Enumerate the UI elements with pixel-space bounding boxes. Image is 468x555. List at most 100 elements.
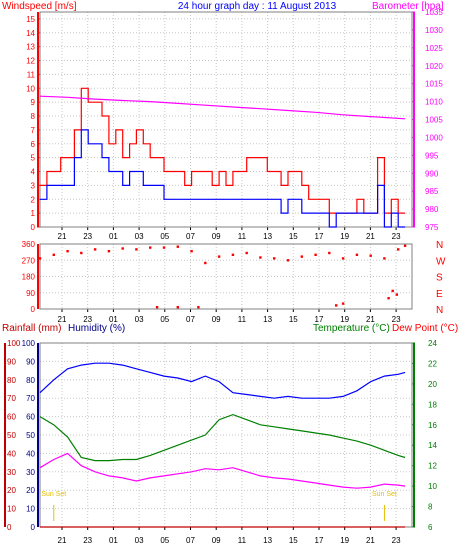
baro-ytick-label: 975: [425, 223, 439, 232]
climate-xtick-label: 21: [58, 536, 67, 545]
rainfall-label: Rainfall (mm): [2, 323, 61, 334]
direction-point: [328, 251, 331, 255]
dir-ytick-label: 360: [22, 240, 36, 249]
wind-ytick-label: 13: [26, 43, 35, 52]
climate-xtick-label: 05: [160, 536, 169, 545]
wind-ytick-label: 6: [31, 140, 36, 149]
climate-xtick-label: 21: [366, 536, 375, 545]
direction-point: [286, 259, 290, 262]
baro-ytick-label: 995: [425, 151, 439, 160]
barometer-line: [39, 95, 406, 120]
dir-ytick-label: 90: [26, 289, 35, 298]
climate-xtick-label: 23: [83, 536, 92, 545]
sunset-label: Sun Set: [372, 491, 397, 498]
direction-point: [231, 253, 235, 256]
wind-xtick-label: 21: [58, 232, 67, 241]
wind-ytick-label: 5: [31, 154, 36, 163]
direction-point: [176, 245, 179, 248]
sunset-label: Sun Set: [41, 491, 66, 498]
direction-point: [273, 257, 276, 260]
direction-point: [314, 253, 317, 256]
dir-ytick-label: 270: [22, 256, 36, 265]
rain-ytick-label: 70: [7, 394, 16, 403]
windspeed-title: Windspeed [m/s]: [2, 1, 77, 12]
dir-compass-label: N: [436, 305, 443, 316]
climate-xtick-label: 01: [109, 536, 118, 545]
baro-ytick-label: 1035: [425, 8, 443, 17]
wind-ytick-label: 0: [31, 223, 36, 232]
wind-xtick-label: 19: [340, 232, 349, 241]
baro-ytick-label: 1030: [425, 26, 443, 35]
wind-xtick-label: 23: [83, 232, 92, 241]
direction-point: [369, 254, 372, 257]
direction-point: [38, 257, 42, 260]
dir-frame: [39, 243, 413, 310]
climate-xtick-label: 19: [340, 536, 349, 545]
climate-xtick-label: 15: [289, 536, 298, 545]
baro-ytick-label: 1010: [425, 98, 443, 107]
direction-point: [176, 306, 179, 309]
dir-xtick-label: 21: [366, 315, 375, 324]
wind-ytick-label: 7: [31, 126, 36, 135]
direction-point: [121, 247, 124, 250]
wind-xtick-label: 01: [109, 232, 118, 241]
dir-ytick-label: 180: [22, 273, 36, 282]
climate-xtick-label: 11: [238, 536, 247, 545]
direction-point: [93, 248, 97, 251]
baro-ytick-label: 1025: [425, 44, 443, 53]
wind-ytick-label: 2: [31, 195, 36, 204]
rain-ytick-label: 0: [7, 523, 12, 532]
wind-xtick-label: 13: [263, 232, 272, 241]
dir-xtick-label: 19: [340, 315, 349, 324]
direction-point: [383, 257, 386, 260]
direction-point: [335, 304, 338, 307]
humidity-ytick-label: 20: [26, 486, 35, 495]
rain-ytick-label: 90: [7, 357, 16, 366]
humidity-ytick-label: 90: [26, 357, 35, 366]
climate-xtick-label: 23: [392, 536, 401, 545]
wind-xtick-label: 09: [212, 232, 221, 241]
dir-ytick-label: 0: [31, 305, 36, 314]
direction-point: [341, 302, 345, 305]
dir-xtick-label: 15: [289, 315, 298, 324]
barometer-title: Barometer [hpa]: [372, 1, 444, 12]
wind-series-red: [40, 87, 406, 214]
dir-xtick-label: 09: [212, 315, 221, 324]
wind-xtick-label: 03: [135, 232, 144, 241]
direction-point: [391, 289, 394, 293]
baro-ytick-label: 1015: [425, 80, 443, 89]
wind-series-blue: [40, 129, 406, 228]
climate-xtick-label: 09: [212, 536, 221, 545]
wind-xtick-label: 11: [238, 232, 247, 241]
humidity-ytick-label: 60: [26, 413, 35, 422]
temp-ytick-label: 24: [428, 339, 437, 348]
dir-compass-label: N: [436, 240, 443, 251]
climate-xtick-label: 07: [186, 536, 195, 545]
humidity-ytick-label: 50: [26, 431, 35, 440]
baro-ytick-label: 980: [425, 205, 439, 214]
rain-ytick-label: 60: [7, 413, 16, 422]
dir-xtick-label: 23: [83, 315, 92, 324]
direction-point: [259, 256, 262, 259]
wind-ytick-label: 8: [31, 112, 36, 121]
direction-point: [135, 248, 138, 251]
direction-point: [52, 253, 55, 256]
direction-point: [355, 253, 359, 256]
dir-compass-label: E: [436, 289, 443, 300]
chart-layer: 0123456789101112131415975980985990995100…: [2, 8, 458, 545]
dir-xtick-label: 11: [238, 315, 247, 324]
temp-ytick-label: 10: [428, 482, 437, 491]
wind-ytick-label: 11: [27, 70, 36, 79]
humidity-ytick-label: 0: [31, 523, 36, 532]
humidity-ytick-label: 100: [22, 339, 36, 348]
rain-ytick-label: 10: [7, 505, 16, 514]
direction-point: [397, 248, 400, 251]
temp-ytick-label: 16: [428, 421, 437, 430]
dir-xtick-label: 05: [160, 315, 169, 324]
dir-xtick-label: 13: [263, 315, 272, 324]
direction-point: [66, 250, 69, 253]
direction-point: [155, 306, 159, 309]
dir-compass-label: S: [436, 273, 443, 284]
dir-xtick-label: 03: [135, 315, 144, 324]
climate-xtick-label: 13: [263, 536, 272, 545]
